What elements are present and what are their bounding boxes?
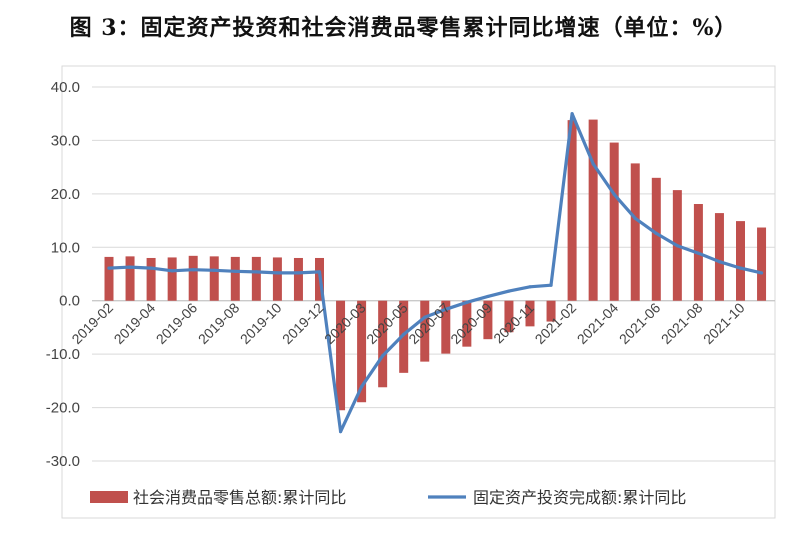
line-point — [170, 269, 174, 273]
bar — [293, 257, 303, 301]
line-point — [444, 307, 448, 311]
line-point — [296, 271, 301, 275]
x-tick-label: 2019-12 — [279, 299, 327, 347]
bar — [609, 142, 619, 301]
line-point — [486, 294, 490, 299]
line-point — [633, 216, 637, 221]
line-point — [696, 251, 701, 255]
bar — [757, 227, 767, 301]
y-tick-label: -10.0 — [46, 346, 80, 363]
line-point — [317, 270, 322, 274]
chart-border — [61, 65, 776, 519]
y-tick-label: -30.0 — [46, 453, 80, 470]
bar — [714, 213, 724, 301]
y-axis-ticks: 40.0 30.0 20.0 10.0 0.0 -10.0 -20.0 -30.0 — [46, 79, 80, 470]
line-point — [275, 271, 279, 275]
bar — [504, 300, 514, 333]
line-point — [191, 268, 195, 272]
bar-series — [104, 119, 767, 411]
y-tick-label: 10.0 — [51, 239, 80, 256]
y-tick-label: -20.0 — [46, 400, 80, 417]
x-tick-label: 2021-04 — [574, 299, 622, 347]
line-point — [254, 270, 258, 274]
legend-label: 固定资产投资完成额:累计同比 — [473, 488, 686, 507]
line-series — [107, 112, 764, 434]
bar — [125, 256, 135, 301]
legend-label: 社会消费品零售总额:累计同比 — [133, 488, 346, 507]
line-point — [507, 289, 511, 293]
x-tick-label: 2021-06 — [616, 299, 664, 347]
line-point — [717, 260, 722, 264]
line-point — [402, 332, 406, 336]
bar — [209, 256, 219, 301]
y-tick-label: 30.0 — [51, 132, 80, 149]
line-point — [549, 283, 553, 287]
y-tick-label: 40.0 — [51, 79, 80, 96]
bar — [378, 300, 388, 388]
line-point — [338, 430, 343, 434]
bar — [420, 300, 430, 362]
x-tick-label: 2019-04 — [111, 299, 159, 347]
x-tick-label: 2021-10 — [700, 299, 748, 347]
line-point — [107, 266, 111, 270]
line-point — [381, 354, 385, 358]
gridlines — [61, 65, 776, 519]
bar — [588, 119, 598, 301]
bar — [546, 300, 556, 322]
bar — [441, 300, 451, 354]
line-point — [528, 285, 532, 289]
line-point — [360, 385, 364, 389]
bar — [188, 255, 198, 301]
bar — [104, 256, 114, 301]
line-point — [465, 300, 469, 304]
bar — [357, 300, 367, 403]
bar — [146, 257, 156, 301]
line-path — [107, 112, 764, 434]
line-point — [149, 266, 153, 270]
legend: 社会消费品零售总额:累计同比 固定资产投资完成额:累计同比 — [90, 488, 686, 507]
bar — [336, 300, 346, 411]
line-point — [423, 315, 427, 319]
line-point — [570, 112, 574, 116]
line-point — [759, 271, 764, 275]
line-point — [612, 192, 616, 196]
bar — [272, 257, 282, 301]
bar — [525, 300, 535, 327]
x-tick-label: 2019-10 — [237, 299, 285, 347]
chart-title: 图 3：固定资产投资和社会消费品零售累计同比增速（单位：%） — [69, 15, 738, 41]
y-tick-label: 0.0 — [59, 293, 80, 310]
bar — [567, 120, 577, 301]
legend-swatch-bar — [90, 491, 128, 503]
bar — [630, 163, 640, 301]
x-tick-label: 2021-08 — [658, 299, 706, 347]
bar — [462, 300, 472, 347]
bar — [230, 256, 240, 301]
line-point — [233, 269, 237, 273]
line-point — [675, 244, 679, 248]
bar — [651, 177, 661, 301]
bar — [167, 257, 177, 301]
bar — [251, 256, 261, 301]
x-tick-label: 2019-08 — [195, 299, 243, 347]
line-point — [738, 266, 743, 270]
line-point — [591, 162, 595, 166]
line-point — [128, 265, 132, 269]
line-point — [654, 231, 658, 235]
line-point — [212, 268, 216, 272]
x-tick-label: 2019-06 — [153, 299, 201, 347]
y-tick-label: 20.0 — [51, 186, 80, 203]
bar — [736, 221, 745, 301]
bar — [399, 300, 409, 373]
bar — [483, 300, 493, 340]
